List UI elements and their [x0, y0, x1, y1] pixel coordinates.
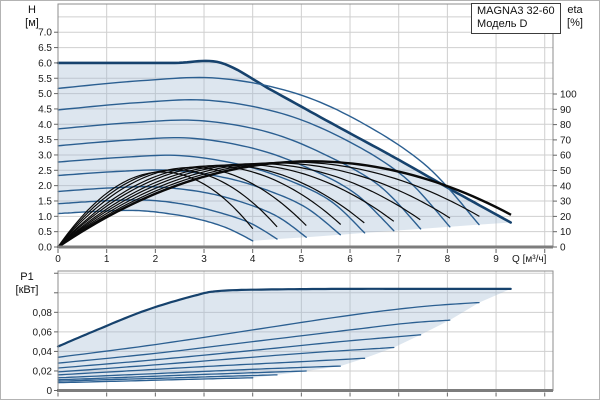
power-curve — [57, 374, 278, 382]
eta-tick-label: 20 — [560, 212, 572, 223]
h-tick-label: 5.5 — [38, 74, 52, 85]
q-tick-label: 5 — [299, 254, 305, 265]
speed-curve — [57, 169, 341, 236]
power-curve — [57, 365, 341, 379]
eta-tick-label: 10 — [560, 227, 572, 238]
head-axis-name: H — [28, 4, 36, 16]
eta-axis-unit: [%] — [567, 17, 583, 29]
h-tick-label: 0.0 — [38, 243, 52, 254]
h-tick-label: 5.0 — [38, 89, 52, 100]
h-tick-label: 1.0 — [38, 212, 52, 223]
power-axis-unit: [кВт] — [15, 284, 39, 296]
q-tick-label: 9 — [493, 254, 499, 265]
eta-tick-label: 80 — [560, 120, 572, 131]
p-tick-label: 0,08 — [33, 308, 53, 319]
h-tick-label: 2.5 — [38, 166, 52, 177]
p-tick-label: 0,02 — [33, 366, 53, 377]
speed-curve — [57, 199, 278, 240]
power-curve — [57, 377, 254, 384]
eta-axis-header: eta [%] — [556, 4, 594, 30]
eta-tick-label: 100 — [560, 90, 577, 101]
h-tick-label: 0.5 — [38, 227, 52, 238]
efficiency-curve — [57, 166, 307, 248]
power-curve — [57, 357, 366, 376]
eta-tick-label: 90 — [560, 105, 572, 116]
speed-curve — [57, 137, 395, 232]
eta-tick-label: 60 — [560, 151, 572, 162]
speed-curve — [57, 76, 480, 226]
pump-model-name: MAGNA3 32-60 — [477, 5, 555, 17]
power-curve — [57, 301, 480, 358]
h-tick-label: 6.5 — [38, 43, 52, 54]
q-axis-unit-label: Q [м³/ч] — [512, 254, 547, 265]
speed-curve — [56, 59, 512, 224]
h-tick-label: 6.0 — [38, 58, 52, 69]
eta-tick-label: 70 — [560, 135, 572, 146]
h-tick-label: 7.0 — [38, 28, 52, 39]
head-axis-header: H [м] — [17, 4, 47, 30]
eta-tick-label: 40 — [560, 181, 572, 192]
h-tick-label: 3.5 — [38, 135, 52, 146]
power-curve — [56, 287, 512, 348]
bottom-chart: 0,08 0,06 0,04 0,02 0 — [33, 270, 554, 397]
q-tick-label: 7 — [396, 254, 402, 265]
q-tick-label: 1 — [104, 254, 110, 265]
eta-axis-name: eta — [567, 4, 583, 16]
h-tick-label: 4.5 — [38, 104, 52, 115]
speed-curve — [57, 98, 451, 228]
q-tick-label: 3 — [201, 254, 207, 265]
speed-curve — [57, 119, 422, 230]
power-curve — [57, 319, 451, 364]
top-chart: 7.0 6.5 6.0 5.5 5.0 4.5 4.0 3.5 3.0 2.5 2.0 1.5 1.0 0… — [38, 3, 577, 265]
top-grid — [58, 4, 553, 247]
h-tick-label: 1.5 — [38, 196, 52, 207]
p-tick-label: 0,06 — [33, 327, 53, 338]
power-curve — [57, 334, 422, 369]
h-tick-label: 4.0 — [38, 120, 52, 131]
q-tick-label: 8 — [445, 254, 451, 265]
power-curve — [57, 370, 307, 381]
bottom-ticks — [54, 272, 546, 397]
p-tick-label: 0,04 — [33, 347, 53, 358]
q-tick-label: 0 — [55, 254, 61, 265]
power-curve — [57, 346, 395, 373]
eta-tick-label: 50 — [560, 166, 572, 177]
eta-tick-label: 30 — [560, 197, 572, 208]
efficiency-curve — [57, 169, 278, 248]
efficiency-curve — [57, 171, 254, 248]
power-axis-name: P1 — [20, 271, 34, 283]
pump-model-variant: Модель D — [477, 18, 528, 30]
p-tick-label: 0 — [46, 386, 52, 397]
operating-envelope — [58, 60, 511, 241]
h-tick-label: 2.0 — [38, 181, 52, 192]
speed-curve — [57, 185, 307, 238]
h-tick-label: 3.0 — [38, 150, 52, 161]
head-axis-unit: [м] — [25, 17, 39, 29]
q-tick-label: 6 — [347, 254, 353, 265]
top-ticks — [54, 31, 557, 253]
q-tick-label: 4 — [250, 254, 256, 265]
power-envelope — [58, 288, 511, 383]
power-axis-header: P1 [кВт] — [5, 271, 49, 297]
pump-title-box: MAGNA3 32-60 Модель D — [471, 3, 561, 34]
q-tick-label: 2 — [153, 254, 159, 265]
eta-tick-label: 0 — [560, 243, 566, 254]
efficiency-curve — [57, 165, 342, 248]
